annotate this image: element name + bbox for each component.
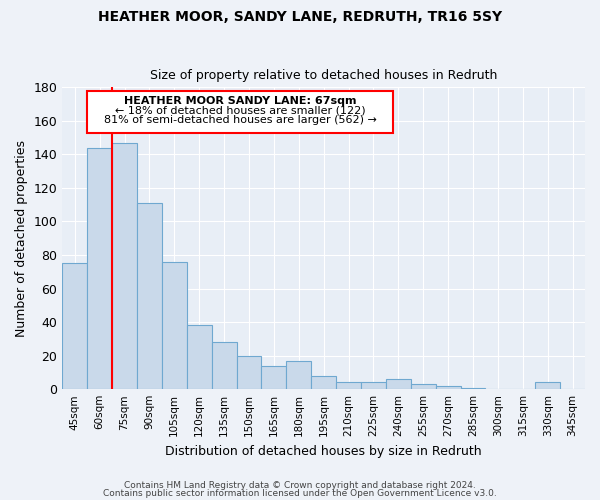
Y-axis label: Number of detached properties: Number of detached properties	[15, 140, 28, 337]
Bar	[535, 382, 560, 389]
Text: Contains public sector information licensed under the Open Government Licence v3: Contains public sector information licen…	[103, 488, 497, 498]
Bar	[87, 148, 112, 389]
Bar	[187, 326, 212, 389]
Bar	[361, 382, 386, 389]
Bar	[336, 382, 361, 389]
Bar	[262, 366, 286, 389]
Bar	[386, 379, 411, 389]
X-axis label: Distribution of detached houses by size in Redruth: Distribution of detached houses by size …	[166, 444, 482, 458]
Text: 81% of semi-detached houses are larger (562) →: 81% of semi-detached houses are larger (…	[104, 115, 377, 125]
Bar	[162, 262, 187, 389]
Bar	[311, 376, 336, 389]
Bar	[436, 386, 461, 389]
Bar	[236, 356, 262, 389]
FancyBboxPatch shape	[87, 90, 394, 132]
Bar	[112, 142, 137, 389]
Bar	[137, 203, 162, 389]
Bar	[62, 264, 87, 389]
Text: HEATHER MOOR, SANDY LANE, REDRUTH, TR16 5SY: HEATHER MOOR, SANDY LANE, REDRUTH, TR16 …	[98, 10, 502, 24]
Title: Size of property relative to detached houses in Redruth: Size of property relative to detached ho…	[150, 69, 497, 82]
Text: HEATHER MOOR SANDY LANE: 67sqm: HEATHER MOOR SANDY LANE: 67sqm	[124, 96, 356, 106]
Bar	[286, 360, 311, 389]
Text: Contains HM Land Registry data © Crown copyright and database right 2024.: Contains HM Land Registry data © Crown c…	[124, 481, 476, 490]
Text: ← 18% of detached houses are smaller (122): ← 18% of detached houses are smaller (12…	[115, 106, 365, 116]
Bar	[212, 342, 236, 389]
Bar	[411, 384, 436, 389]
Bar	[461, 388, 485, 389]
